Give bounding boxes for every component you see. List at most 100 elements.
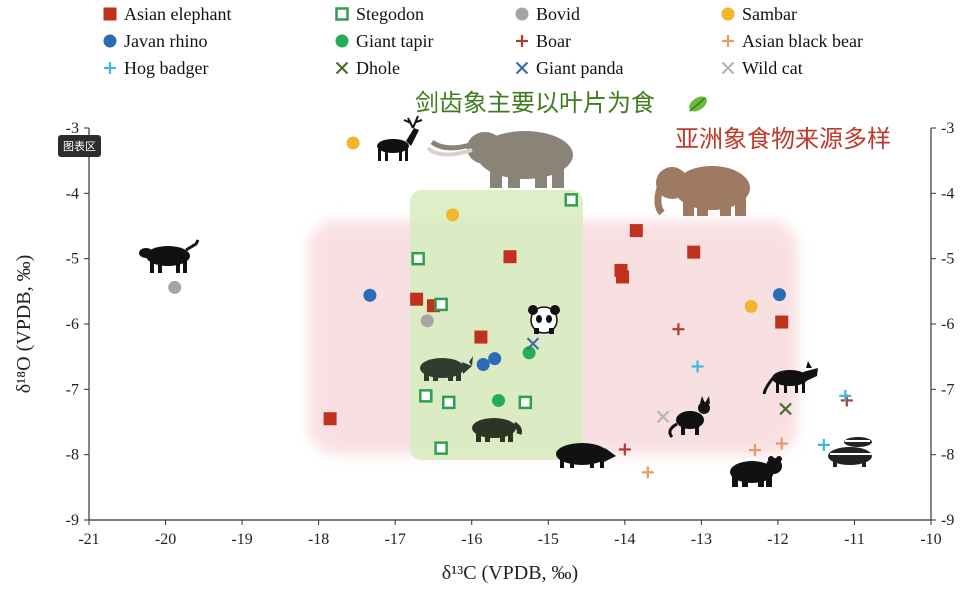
point-boar (672, 323, 685, 336)
point-hog-badger (691, 360, 704, 373)
legend-marker-boar (516, 35, 528, 47)
annotation-stegodon: 剑齿象主要以叶片为食 (415, 89, 655, 117)
y-tick-label-right: -7 (941, 381, 954, 398)
x-tick-label: -17 (385, 531, 406, 548)
point-asian-elephant (629, 224, 643, 238)
point-wild-cat (656, 410, 670, 424)
boar-silhouette-icon (556, 443, 616, 468)
legend-label-wild-cat: Wild cat (742, 58, 803, 78)
x-tick-label: -16 (461, 531, 482, 548)
y-tick-label-left: -6 (66, 316, 79, 333)
legend-label-asian-black-bear: Asian black bear (742, 31, 863, 51)
point-giant-panda (526, 337, 540, 350)
point-javan-rhino (488, 352, 502, 366)
legend-marker-dhole (335, 61, 349, 75)
y-tick-label-left: -7 (66, 381, 79, 398)
legend-marker-wild-cat (721, 61, 735, 75)
legend-marker-asian-black-bear (722, 35, 734, 47)
y-tick-label-left: -3 (66, 120, 79, 137)
x-axis-label: δ¹³C (VPDB, ‰) (442, 562, 578, 584)
point-stegodon (434, 441, 448, 455)
deer-silhouette-icon (377, 115, 423, 161)
y-tick-label-right: -3 (941, 120, 954, 137)
rhino-silhouette-icon (420, 356, 473, 381)
point-asian-elephant (687, 245, 701, 259)
legend-label-giant-tapir: Giant tapir (356, 31, 433, 51)
highlight-green-region (410, 190, 583, 460)
legend-label-giant-panda: Giant panda (536, 58, 623, 78)
stegodon-silhouette-icon (426, 131, 573, 188)
legend-marker-bovid (515, 7, 529, 21)
x-tick-label: -14 (614, 531, 635, 548)
panda-silhouette-icon (528, 305, 560, 334)
y-tick-label-right: -9 (941, 512, 954, 529)
x-tick-label: -12 (767, 531, 788, 548)
legend: Asian elephant Stegodon Bovid Sambar Javan r… (103, 4, 863, 78)
legend-label-dhole: Dhole (356, 58, 400, 78)
legend-label-boar: Boar (536, 31, 571, 51)
y-axis-label: δ¹⁸O (VPDB, ‰) (13, 255, 35, 394)
legend-marker-hog-badger (104, 62, 116, 74)
point-javan-rhino (772, 288, 786, 302)
point-asian-elephant (323, 412, 337, 426)
point-javan-rhino (363, 288, 377, 302)
x-tick-label: -19 (231, 531, 252, 548)
legend-marker-sambar (721, 7, 735, 21)
x-tick-label: -15 (538, 531, 559, 548)
x-tick-label: -11 (844, 531, 865, 548)
y-tick-label-right: -6 (941, 316, 954, 333)
y-tick-label-left: -9 (66, 512, 79, 529)
point-javan-rhino (476, 358, 490, 372)
x-tick-label: -18 (308, 531, 329, 548)
point-asian-elephant (474, 330, 488, 344)
point-stegodon (518, 395, 533, 410)
x-tick-label: -21 (78, 531, 99, 548)
legend-label-sambar: Sambar (742, 4, 797, 24)
point-giant-tapir (492, 393, 506, 407)
point-asian-elephant (616, 270, 630, 284)
legend-label-bovid: Bovid (536, 4, 580, 24)
y-tick-label-right: -8 (941, 447, 954, 464)
y-tick-label-right: -4 (941, 185, 954, 202)
legend-label-stegodon: Stegodon (356, 4, 424, 24)
point-boar (618, 443, 631, 456)
point-stegodon (434, 297, 448, 312)
point-stegodon (419, 389, 433, 403)
cat-silhouette-icon (668, 396, 710, 438)
leaf-icon (689, 96, 707, 112)
x-tick-label: -10 (920, 531, 941, 548)
point-dhole (779, 402, 792, 416)
point-bovid (168, 280, 182, 294)
point-asian-elephant (410, 292, 424, 306)
y-tick-label-left: -5 (66, 251, 79, 268)
y-tick-label-left: -4 (66, 185, 79, 202)
data-points (168, 136, 853, 479)
axis-ticks: -21 -20 -19 -18 -17 -16 -15 -14 -13 -12 -11 -10 -3 -3… (66, 120, 955, 548)
legend-label-javan-rhino: Javan rhino (124, 31, 207, 51)
point-hog-badger (817, 438, 830, 451)
point-sambar (346, 136, 360, 150)
point-asian-black-bear (748, 444, 761, 457)
legend-marker-stegodon (335, 7, 349, 21)
bear-silhouette-icon (730, 456, 782, 487)
annotation-asian-elephant: 亚洲象食物来源多样 (675, 125, 891, 153)
point-asian-black-bear (641, 466, 654, 479)
legend-marker-asian-elephant (103, 7, 117, 21)
bovid-silhouette-icon (139, 239, 200, 273)
tapir-silhouette-icon (472, 418, 522, 442)
point-sambar (446, 208, 460, 222)
point-stegodon (564, 193, 578, 207)
legend-marker-javan-rhino (103, 34, 117, 48)
x-tick-label: -13 (691, 531, 712, 548)
legend-marker-giant-tapir (335, 34, 349, 48)
legend-label-hog-badger: Hog badger (124, 58, 208, 78)
point-asian-black-bear (775, 437, 788, 450)
point-stegodon (411, 251, 425, 266)
chart-area-tag: 图表区 (58, 135, 101, 157)
point-asian-elephant (503, 250, 517, 264)
legend-label-asian-elephant: Asian elephant (124, 4, 231, 24)
legend-marker-giant-panda (515, 61, 529, 75)
point-hog-badger (839, 389, 852, 402)
point-giant-tapir (522, 346, 536, 360)
